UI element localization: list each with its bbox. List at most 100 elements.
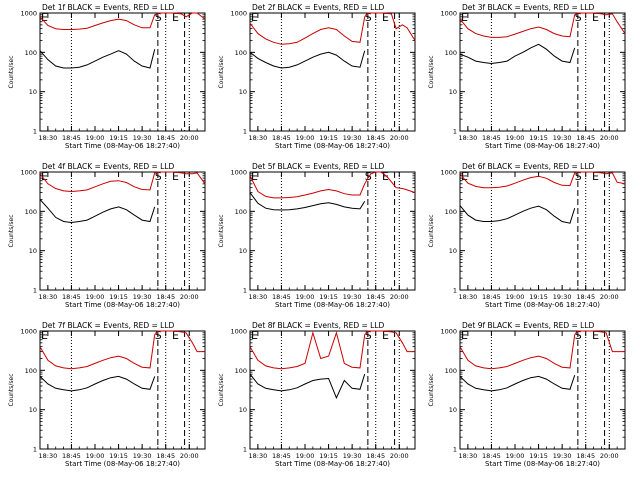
plot-frame [459, 171, 626, 291]
x-tick-label: 18:30 [248, 293, 267, 301]
start-marker: S [575, 329, 582, 342]
series-line-events [39, 49, 156, 69]
series-line-events [39, 375, 156, 392]
end-marker-left: E [461, 329, 468, 342]
x-tick-label: 18:45 [482, 293, 501, 301]
series-line-lld [459, 330, 625, 370]
start-marker: S [575, 170, 582, 183]
chart-title: Det 3f BLACK = Events, RED = LLD [462, 3, 595, 12]
y-tick-label: 100 [445, 208, 457, 216]
x-tick-label: 20:00 [600, 293, 619, 301]
series-line-lld [39, 171, 206, 193]
plot-frame [39, 171, 206, 291]
x-tick-label: 19:00 [506, 293, 525, 301]
x-axis-label: Start Time (08-May-06 18:27:40) [485, 301, 600, 309]
start-marker: S [365, 329, 372, 342]
x-tick-label: 20:00 [390, 134, 409, 142]
start-marker: S [575, 11, 582, 24]
end-marker-left: E [41, 170, 48, 183]
x-tick-label: 18:45 [62, 293, 81, 301]
x-tick-label: 18:45 [576, 452, 595, 460]
end-marker: E [172, 329, 179, 342]
y-tick-label: 1000 [440, 10, 457, 18]
x-tick-label: 20:00 [600, 452, 619, 460]
y-tick-label: 1000 [20, 169, 37, 177]
x-tick-label: 19:00 [296, 293, 315, 301]
series-line-events [249, 373, 366, 400]
x-tick-label: 20:00 [390, 452, 409, 460]
x-tick-label: 19:30 [553, 293, 572, 301]
chart-panel-7f: Det 7f BLACK = Events, RED = LLD 1 10 100 10… [8, 321, 206, 468]
chart-title: Det 9f BLACK = Events, RED = LLD [462, 321, 595, 330]
plot-frame [39, 12, 206, 132]
series-line-events [459, 43, 576, 65]
y-axis-label: Counts/sec [8, 214, 15, 247]
y-axis-label: Counts/sec [428, 214, 435, 247]
x-axis-label: Start Time (08-May-06 18:27:40) [275, 142, 390, 150]
x-axis-label: Start Time (08-May-06 18:27:40) [275, 301, 390, 309]
x-tick-label: 18:30 [38, 293, 57, 301]
x-tick-label: 18:30 [38, 452, 57, 460]
y-tick-label: 10 [29, 88, 37, 96]
end-marker: E [382, 329, 389, 342]
x-tick-label: 19:15 [109, 452, 128, 460]
series-line-lld [459, 171, 626, 189]
chart-panel-2f: Det 2f BLACK = Events, RED = LLD 1 10 100 10… [218, 3, 416, 150]
chart-panel-6f: Det 6f BLACK = Events, RED = LLD 1 10 100 10… [428, 162, 626, 309]
chart-title: Det 5f BLACK = Events, RED = LLD [252, 162, 385, 171]
series-line-lld [39, 330, 205, 370]
y-tick-label: 10 [29, 406, 37, 414]
plot-frame [459, 12, 626, 132]
y-tick-label: 1000 [440, 169, 457, 177]
x-tick-label: 18:45 [272, 134, 291, 142]
x-tick-label: 18:45 [156, 293, 175, 301]
y-tick-label: 1000 [230, 169, 247, 177]
chart-panel-5f: Det 5f BLACK = Events, RED = LLD 1 10 100 10… [218, 162, 416, 309]
x-tick-label: 19:00 [86, 134, 105, 142]
x-tick-label: 19:15 [529, 452, 548, 460]
x-tick-label: 19:15 [319, 452, 338, 460]
x-axis-label: Start Time (08-May-06 18:27:40) [65, 301, 180, 309]
x-tick-label: 18:45 [576, 134, 595, 142]
series-line-events [39, 199, 156, 224]
x-axis-label: Start Time (08-May-06 18:27:40) [65, 460, 180, 468]
y-tick-label: 1 [453, 446, 457, 454]
start-marker: S [155, 329, 162, 342]
chart-panel-3f: Det 3f BLACK = Events, RED = LLD 1 10 100 10… [428, 3, 626, 150]
plot-frame [249, 12, 416, 132]
x-tick-label: 18:30 [38, 134, 57, 142]
x-tick-label: 18:30 [248, 452, 267, 460]
chart-panel-1f: Det 1f BLACK = Events, RED = LLD 1 10 100 10… [8, 3, 206, 150]
y-tick-label: 100 [25, 367, 37, 375]
y-axis-label: Counts/sec [428, 55, 435, 88]
x-tick-label: 19:30 [553, 452, 572, 460]
y-axis-label: Counts/sec [428, 373, 435, 406]
y-tick-label: 100 [235, 49, 247, 57]
y-tick-label: 100 [445, 367, 457, 375]
chart-panel-8f: Det 8f BLACK = Events, RED = LLD 1 10 100 10… [218, 321, 416, 468]
x-tick-label: 19:00 [296, 452, 315, 460]
x-tick-label: 18:30 [458, 293, 477, 301]
x-tick-label: 19:15 [109, 293, 128, 301]
y-tick-label: 100 [235, 367, 247, 375]
y-tick-label: 1 [243, 128, 247, 136]
x-tick-label: 18:45 [156, 134, 175, 142]
x-tick-label: 19:00 [506, 134, 525, 142]
x-tick-label: 18:45 [156, 452, 175, 460]
y-tick-label: 10 [449, 247, 457, 255]
x-tick-label: 19:00 [296, 134, 315, 142]
chart-title: Det 6f BLACK = Events, RED = LLD [462, 162, 595, 171]
start-marker: S [365, 11, 372, 24]
x-tick-label: 19:15 [319, 293, 338, 301]
end-marker: E [592, 329, 599, 342]
series-line-events [249, 50, 366, 69]
x-tick-label: 20:00 [600, 134, 619, 142]
plot-frame [249, 171, 416, 291]
end-marker-left: E [41, 329, 48, 342]
chart-title: Det 2f BLACK = Events, RED = LLD [252, 3, 385, 12]
end-marker: E [382, 170, 389, 183]
series-line-events [459, 375, 576, 392]
x-tick-label: 18:30 [458, 134, 477, 142]
chart-panel-9f: Det 9f BLACK = Events, RED = LLD 1 10 100 10… [428, 321, 626, 468]
end-marker-left: E [251, 329, 258, 342]
